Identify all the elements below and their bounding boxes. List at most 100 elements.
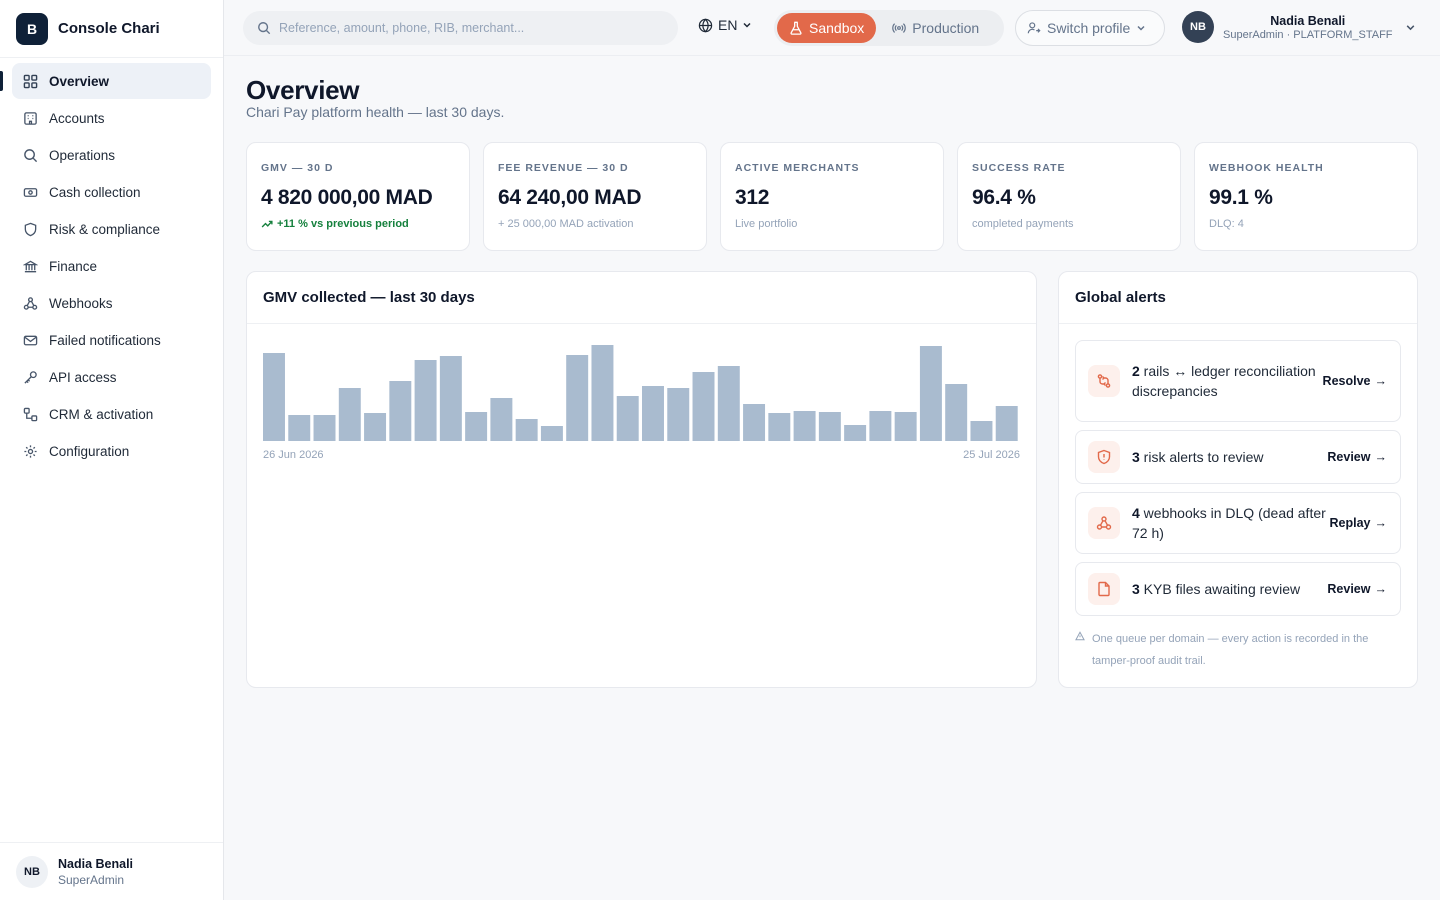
- resolve-button[interactable]: Resolve →: [1323, 374, 1387, 388]
- shield-alert-icon: [1088, 441, 1120, 473]
- search-input[interactable]: [279, 21, 659, 35]
- kpi-sub: DLQ: 4: [1209, 218, 1244, 230]
- brand-logo: B: [16, 12, 48, 45]
- chart-bar: [389, 381, 412, 441]
- chart-bar: [642, 386, 664, 441]
- chart-bar: [945, 384, 968, 441]
- search-icon: [257, 21, 271, 35]
- alert-action-label: Resolve: [1322, 374, 1371, 388]
- sidebar-item-webhooks[interactable]: Webhooks: [12, 285, 211, 321]
- chart-bar: [970, 421, 993, 441]
- chart-bar: [919, 346, 942, 441]
- alerts-title: Global alerts: [1059, 272, 1417, 324]
- alert-action-label: Review: [1327, 582, 1371, 596]
- chart-bar: [414, 360, 437, 441]
- kpi-label: SUCCESS RATE: [972, 162, 1066, 174]
- gmv-chart-card: GMV collected — last 30 days 26 Jun 2026…: [246, 271, 1037, 688]
- chart-bar: [667, 388, 690, 441]
- sidebar-item-label: Failed notifications: [49, 332, 161, 348]
- bank-icon: [22, 258, 38, 274]
- kpi-value: 64 240,00 MAD: [498, 186, 642, 209]
- sidebar-item-operations[interactable]: Operations: [12, 137, 211, 173]
- search-bar[interactable]: [243, 11, 678, 45]
- alert-item[interactable]: 4 webhooks in DLQ (dead after 72 h) Repl…: [1075, 492, 1401, 554]
- grid-icon: [22, 73, 38, 89]
- sandbox-button[interactable]: Sandbox: [777, 13, 877, 43]
- page-title: Overview: [246, 75, 360, 105]
- chart-bar: [490, 398, 513, 441]
- file-icon: [1088, 573, 1120, 605]
- sidebar-item-label: Risk & compliance: [49, 221, 161, 237]
- sidebar-item-api-access[interactable]: API access: [12, 359, 211, 395]
- kpi-label: GMV — 30 D: [261, 162, 334, 174]
- kpi-label: WEBHOOK HEALTH: [1209, 162, 1324, 174]
- sidebar-item-cash-collection[interactable]: Cash collection: [12, 174, 211, 210]
- chevron-down-icon: [1405, 22, 1416, 33]
- alert-item[interactable]: 2 rails ↔ ledger reconciliation discrepa…: [1075, 340, 1401, 422]
- kpi-card-fee-revenue: FEE REVENUE — 30 D 64 240,00 MAD + 25 00…: [483, 142, 707, 251]
- globe-icon: [698, 18, 713, 33]
- sidebar-item-finance[interactable]: Finance: [12, 248, 211, 284]
- topbar: EN Sandbox Production Switch profile NB …: [224, 0, 1440, 56]
- chart-bar: [818, 412, 841, 441]
- sidebar-item-failed-notifications[interactable]: Failed notifications: [12, 322, 211, 358]
- production-button[interactable]: Production: [880, 13, 991, 43]
- avatar: NB: [16, 855, 48, 888]
- global-alerts-card: Global alerts 2 rails ↔ ledger reconcili…: [1058, 271, 1418, 688]
- workflow-icon: [22, 406, 38, 422]
- sidebar-item-accounts[interactable]: Accounts: [12, 100, 211, 136]
- chart-title: GMV collected — last 30 days: [247, 272, 1036, 324]
- sidebar-item-label: CRM & activation: [49, 406, 154, 422]
- arrow-right-icon: →: [1374, 374, 1388, 388]
- user-menu[interactable]: NB Nadia Benali SuperAdmin · PLATFORM_ST…: [1182, 11, 1416, 43]
- kpi-trend: +11 % vs previous period: [261, 218, 455, 230]
- kpi-sub: completed payments: [972, 218, 1074, 230]
- brand[interactable]: B Console Chari: [0, 0, 223, 58]
- alert-item[interactable]: 3 KYB files awaiting review Review →: [1075, 562, 1401, 616]
- language-selector[interactable]: EN: [698, 17, 752, 33]
- chevron-down-icon: [742, 20, 752, 30]
- arrow-right-icon: →: [1374, 450, 1388, 464]
- environment-toggle: Sandbox Production: [774, 10, 1004, 46]
- chart-bar: [894, 412, 917, 441]
- chart-bar: [566, 355, 589, 441]
- switch-profile-button[interactable]: Switch profile: [1015, 10, 1165, 46]
- page-subtitle: Chari Pay platform health — last 30 days…: [246, 104, 505, 120]
- language-label: EN: [718, 17, 738, 33]
- sidebar: B Console Chari Overview Accounts Operat…: [0, 0, 224, 900]
- chart-bar: [717, 366, 740, 441]
- kpi-sub: +11 % vs previous period: [277, 218, 409, 230]
- sidebar-nav: Overview Accounts Operations Cash collec…: [0, 58, 223, 469]
- shield-icon: [22, 221, 38, 237]
- sidebar-item-overview[interactable]: Overview: [0, 63, 211, 99]
- alert-text: 3 KYB files awaiting review: [1132, 579, 1327, 599]
- sidebar-user[interactable]: NB Nadia Benali SuperAdmin: [0, 842, 223, 900]
- switch-profile-label: Switch profile: [1047, 20, 1131, 36]
- user-switch-icon: [1027, 21, 1041, 35]
- alert-description: risk alerts to review: [1139, 449, 1264, 465]
- chart-bar: [995, 406, 1018, 441]
- replay-button[interactable]: Replay →: [1330, 516, 1388, 530]
- chart-bar: [844, 425, 867, 441]
- sidebar-item-risk-compliance[interactable]: Risk & compliance: [12, 211, 211, 247]
- kpi-value: 96.4 %: [972, 186, 1036, 209]
- chart-bar: [439, 356, 462, 441]
- alert-item[interactable]: 3 risk alerts to review Review →: [1075, 430, 1401, 484]
- review-button[interactable]: Review →: [1327, 582, 1387, 596]
- kpi-card-gmv: GMV — 30 D 4 820 000,00 MAD +11 % vs pre…: [246, 142, 470, 251]
- sidebar-item-crm-activation[interactable]: CRM & activation: [12, 396, 211, 432]
- chart-bar: [338, 388, 361, 441]
- chart-bar: [616, 396, 639, 441]
- kpi-label: ACTIVE MERCHANTS: [735, 162, 860, 174]
- sidebar-item-configuration[interactable]: Configuration: [12, 433, 211, 469]
- kpi-value: 99.1 %: [1209, 186, 1273, 209]
- x-axis-start-label: 26 Jun 2026: [263, 449, 324, 461]
- review-button[interactable]: Review →: [1327, 450, 1387, 464]
- sidebar-item-label: API access: [49, 369, 117, 385]
- warning-icon: [1075, 631, 1085, 672]
- chart-bar: [540, 426, 563, 441]
- chart-bar: [743, 404, 766, 441]
- key-icon: [22, 369, 38, 385]
- alert-count: 3: [1132, 449, 1140, 465]
- sidebar-item-label: Cash collection: [49, 184, 141, 200]
